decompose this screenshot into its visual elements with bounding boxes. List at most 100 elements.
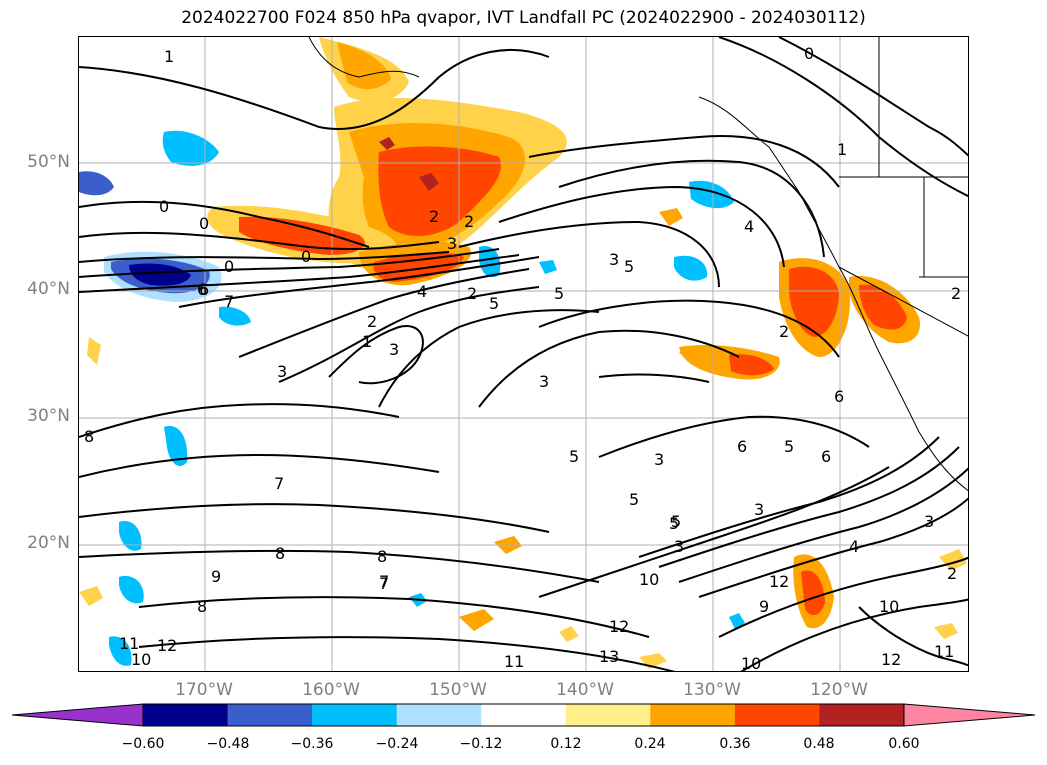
lon-label: 150°W — [429, 680, 487, 700]
contour-label: 8 — [377, 547, 387, 566]
map-panel: 1 0 0 0 0 0 1 2 2 3 2 3 4 5 6 7 5 4 2 1 … — [78, 36, 969, 672]
contour-label: 6 — [737, 437, 747, 456]
colorbar-extend-right — [903, 703, 1036, 727]
colorbar-cell — [396, 704, 482, 726]
contour-label: 4 — [744, 217, 754, 236]
contour-label: 0 — [804, 44, 814, 63]
lon-label: 170°W — [175, 680, 233, 700]
contour-label: 12 — [881, 650, 901, 669]
contour-label: 3 — [539, 372, 549, 391]
lat-label: 50°N — [27, 152, 70, 172]
contour-label: 1 — [362, 332, 372, 351]
grid-lines — [79, 37, 968, 671]
colorbar-outline — [142, 703, 905, 727]
contour-label: 6 — [821, 447, 831, 466]
colorbar-tick: 0.36 — [719, 736, 751, 752]
colorbar-tick: 0.12 — [550, 736, 582, 752]
contour-label: 12 — [769, 572, 789, 591]
contour-label: 6 — [199, 280, 209, 299]
contour-label: 13 — [599, 647, 619, 666]
contour-label: 6 — [834, 387, 844, 406]
contour-label: 3 — [674, 537, 684, 556]
contour-label: 2 — [951, 284, 961, 303]
colorbar-cell — [734, 704, 820, 726]
colorbar-cell — [312, 704, 398, 726]
lat-label: 20°N — [27, 533, 70, 553]
lon-label: 120°W — [810, 680, 868, 700]
colorbar-tick: −0.12 — [459, 736, 503, 752]
contour-label: 10 — [639, 570, 659, 589]
contour-label: 7 — [224, 292, 234, 311]
contour-label: 5 — [784, 437, 794, 456]
lon-label: 140°W — [556, 680, 614, 700]
contour-label: 0 — [301, 247, 311, 266]
contour-label: 0 — [224, 257, 234, 276]
contour-label: 11 — [504, 652, 524, 671]
contour-label: 7 — [379, 572, 389, 591]
contour-label-group: 1 0 0 0 0 0 1 2 2 3 2 3 4 5 6 7 5 4 2 1 … — [84, 44, 961, 672]
contour-label: 8 — [84, 427, 94, 446]
contour-label: 2 — [429, 207, 439, 226]
colorbar-tick: −0.60 — [121, 736, 165, 752]
colorbar-cells — [11, 703, 1036, 727]
coastlines — [308, 37, 968, 492]
contour-label: 5 — [629, 490, 639, 509]
contour-label: 10 — [131, 650, 151, 669]
map-canvas: 1 0 0 0 0 0 1 2 2 3 2 3 4 5 6 7 5 4 2 1 … — [79, 37, 968, 672]
contour-label: 1 — [164, 47, 174, 66]
contour-label: 12 — [157, 636, 177, 655]
contour-label: 2 — [467, 284, 477, 303]
contour-label: 11 — [934, 642, 954, 661]
contour-label: 5 — [554, 284, 564, 303]
colorbar-tick: −0.24 — [375, 736, 419, 752]
contour-label: 10 — [879, 597, 899, 616]
contour-label: 10 — [741, 654, 761, 672]
contour-label: 9 — [759, 597, 769, 616]
contour-label: 5 — [489, 294, 499, 313]
contour-label: 8 — [275, 544, 285, 563]
contour-label: 9 — [211, 567, 221, 586]
colorbar-tick: 0.24 — [634, 736, 666, 752]
contour-label: 3 — [924, 512, 934, 531]
contour-label: 0 — [199, 214, 209, 233]
colorbar-cell — [227, 704, 313, 726]
lat-label: 30°N — [27, 406, 70, 426]
colorbar-tick: 0.48 — [803, 736, 835, 752]
colorbar-cell — [481, 704, 567, 726]
contour-label: 2 — [367, 312, 377, 331]
contour-label: 1 — [837, 140, 847, 159]
colorbar-extend-left — [11, 703, 144, 727]
contour-label: 0 — [159, 197, 169, 216]
contour-label: 3 — [447, 234, 457, 253]
lat-label: 40°N — [27, 279, 70, 299]
colorbar-tick: −0.36 — [290, 736, 334, 752]
contour-label: 2 — [464, 212, 474, 231]
lon-label: 130°W — [683, 680, 741, 700]
contour-label: 2 — [947, 564, 957, 583]
colorbar-cell — [565, 704, 651, 726]
contour-label: 3 — [654, 450, 664, 469]
contour-label: 4 — [849, 537, 859, 556]
colorbar-cell — [650, 704, 736, 726]
contour-label: 4 — [417, 282, 427, 301]
colorbar-tick: −0.48 — [206, 736, 250, 752]
colorbar-cell — [143, 704, 229, 726]
contour-label: 5 — [624, 257, 634, 276]
contour-label: 7 — [379, 574, 389, 593]
contour-label: 5 — [669, 514, 679, 533]
contour-label: 8 — [197, 597, 207, 616]
colorbar-tick: 0.60 — [888, 736, 920, 752]
lon-label: 160°W — [302, 680, 360, 700]
map-title: 2024022700 F024 850 hPa qvapor, IVT Land… — [181, 8, 866, 28]
contour-label: 3 — [754, 500, 764, 519]
contour-label: 5 — [569, 447, 579, 466]
contour-label: 3 — [609, 250, 619, 269]
colorbar — [11, 703, 1036, 727]
contour-label: 11 — [119, 634, 139, 653]
contour-label: 12 — [609, 617, 629, 636]
contour-label: 5 — [671, 512, 681, 531]
contour-label: 2 — [779, 322, 789, 341]
contour-lines — [79, 37, 968, 671]
contour-label: 3 — [277, 362, 287, 381]
contour-label: 3 — [389, 340, 399, 359]
